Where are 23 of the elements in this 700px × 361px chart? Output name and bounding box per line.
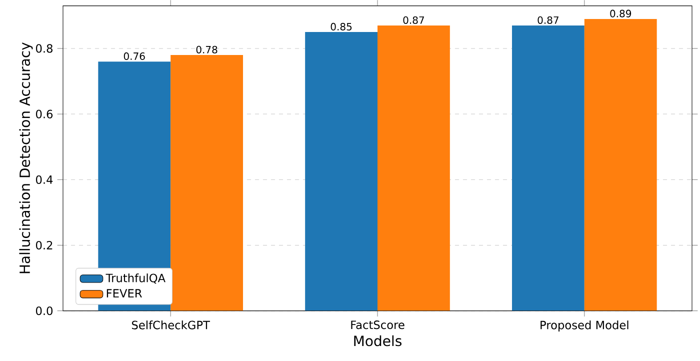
legend-label: TruthfulQA — [106, 274, 166, 284]
data-label: 0.89 — [610, 10, 632, 18]
data-label: 0.87 — [538, 16, 558, 24]
bar — [305, 32, 378, 311]
y-tick-label: 0.4 — [36, 175, 53, 184]
data-label: 0.85 — [330, 22, 352, 31]
y-axis-title: Hallucination Detection Accuracy — [19, 42, 33, 274]
legend-label: FEVER — [106, 289, 142, 298]
x-tick-label: SelfCheckGPT — [132, 320, 210, 330]
y-tick-label: 0.6 — [36, 110, 53, 118]
data-label: 0.76 — [124, 52, 145, 60]
x-tick-label: FactScore — [351, 320, 404, 330]
bar — [170, 55, 244, 311]
y-tick-label: 0.2 — [36, 241, 52, 250]
bar — [378, 26, 450, 311]
y-tick-label: 0.8 — [36, 44, 52, 53]
x-axis-title: Models — [354, 335, 402, 346]
x-tick-label: Proposed Model — [540, 320, 628, 332]
data-label: 0.78 — [196, 46, 218, 54]
data-label: 0.87 — [403, 16, 424, 24]
bar — [512, 26, 584, 311]
y-tick-label: 0.0 — [36, 306, 53, 316]
bar — [584, 19, 657, 311]
